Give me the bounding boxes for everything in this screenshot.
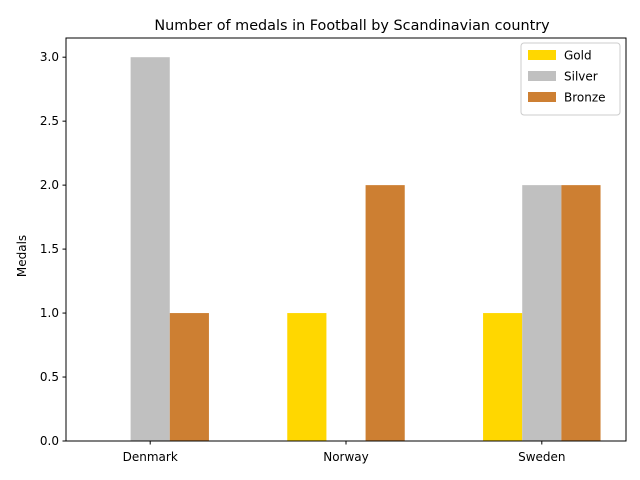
legend-swatch-silver	[528, 71, 556, 81]
bar-bronze-denmark	[169, 313, 209, 441]
legend-swatch-bronze	[528, 92, 556, 102]
legend: Gold Silver Bronze	[520, 42, 621, 116]
bars-group	[130, 57, 601, 441]
x-tick-label-denmark: Denmark	[123, 450, 178, 464]
bar-silver-denmark	[130, 57, 170, 441]
y-tick-label: 1.5	[40, 242, 59, 256]
chart-title: Number of medals in Football by Scandina…	[154, 18, 550, 34]
y-axis-label: Medals	[15, 235, 29, 277]
y-tick-label: 2.0	[40, 178, 59, 192]
bar-gold-norway	[287, 313, 327, 441]
bar-bronze-sweden	[561, 185, 601, 441]
x-tick-label-norway: Norway	[323, 450, 369, 464]
x-tick-label-sweden: Sweden	[518, 450, 565, 464]
axes-group: 0.0 0.5 1.0 1.5 2.0 2.5 3.0 Denmark Norway Sweden	[40, 37, 627, 464]
y-tick-label: 1.0	[40, 306, 59, 320]
legend-label-silver: Silver	[564, 70, 598, 84]
legend-swatch-gold	[528, 50, 556, 60]
bar-gold-sweden	[483, 313, 523, 441]
bar-silver-sweden	[522, 185, 562, 441]
y-tick-label: 0.0	[40, 434, 59, 448]
legend-label-bronze: Bronze	[564, 91, 606, 105]
legend-label-gold: Gold	[564, 49, 592, 63]
bar-bronze-norway	[365, 185, 405, 441]
y-tick-label: 0.5	[40, 370, 59, 384]
y-tick-label: 3.0	[40, 50, 59, 64]
y-tick-label: 2.5	[40, 114, 59, 128]
